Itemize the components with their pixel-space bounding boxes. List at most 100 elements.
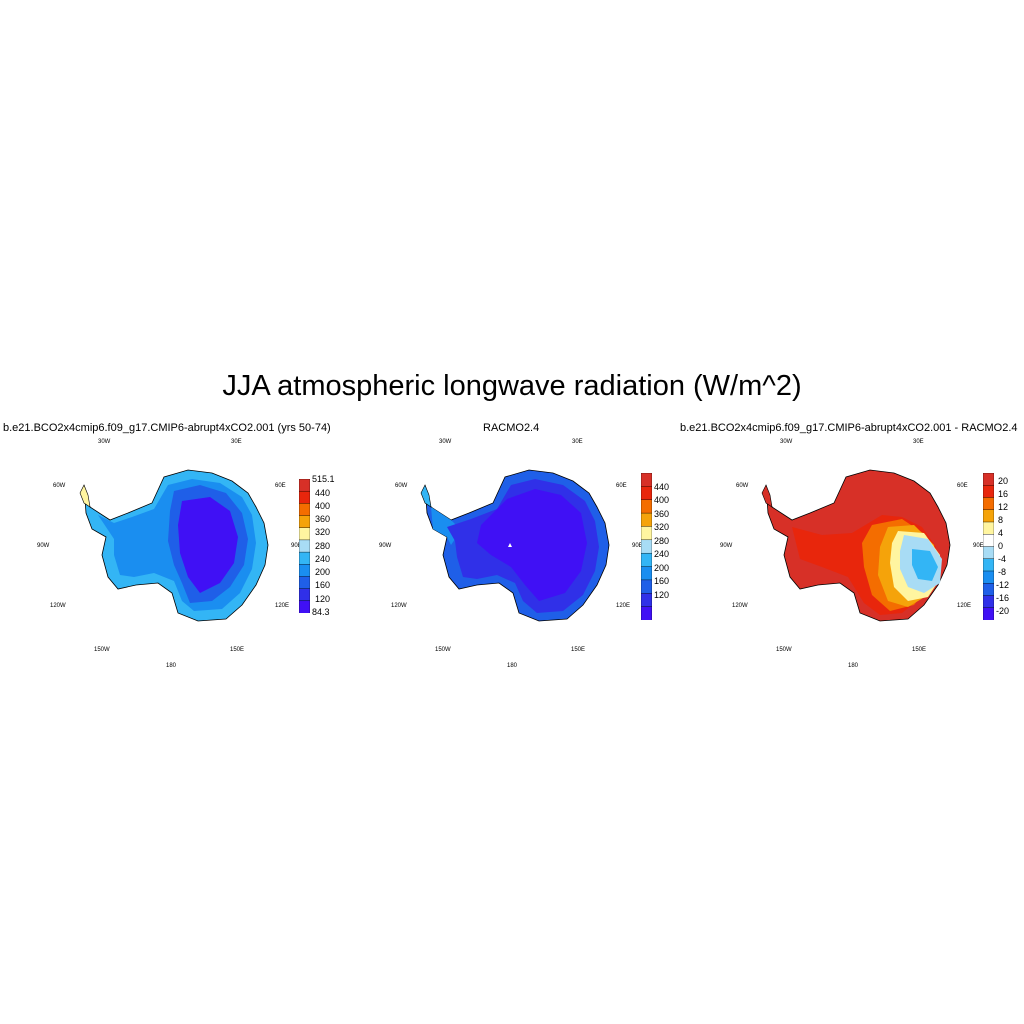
lon-label: 180 <box>848 663 859 669</box>
lon-label: 60E <box>275 483 286 489</box>
colorbar-swatch <box>641 473 652 488</box>
colorbar-swatch <box>983 583 994 597</box>
lon-label: 120E <box>275 603 290 609</box>
colorbar-label: 320 <box>654 522 670 532</box>
colorbar-label: 16 <box>998 489 1009 499</box>
colorbar-swatch <box>983 607 994 620</box>
colorbar-label: 400 <box>315 501 331 511</box>
colorbar-label: 400 <box>654 495 670 505</box>
panel-3-colorbar <box>983 473 994 620</box>
diff-cooler <box>912 549 938 581</box>
panel-2-title: RACMO2.4 <box>483 422 540 434</box>
colorbar-swatch <box>299 588 310 602</box>
colorbar-swatch <box>983 521 994 535</box>
colorbar-swatch <box>983 570 994 584</box>
lon-label: 120W <box>732 603 748 609</box>
lon-label: 30E <box>572 439 583 445</box>
colorbar-label: 4 <box>998 528 1004 538</box>
antarctica-plateau <box>477 489 587 601</box>
colorbar-label: 440 <box>654 482 670 492</box>
colorbar-label: 320 <box>315 527 331 537</box>
lon-label: 150E <box>230 647 245 653</box>
colorbar-swatch <box>983 546 994 560</box>
lon-label: 150W <box>435 647 451 653</box>
lon-label: 60W <box>395 483 408 489</box>
panel-2-map <box>420 469 610 622</box>
lon-label: 120E <box>616 603 631 609</box>
peninsula <box>761 484 773 508</box>
lon-label: 150W <box>94 647 110 653</box>
colorbar-swatch <box>983 558 994 572</box>
colorbar-label: 8 <box>998 515 1004 525</box>
colorbar-swatch <box>641 593 652 608</box>
colorbar-label: -12 <box>996 580 1010 590</box>
lon-label: 180 <box>166 663 177 669</box>
lon-label: 120W <box>391 603 407 609</box>
colorbar-label: 440 <box>315 488 331 498</box>
colorbar-swatch <box>299 564 310 578</box>
peninsula <box>79 484 91 508</box>
lon-label: 150E <box>571 647 586 653</box>
lon-label: 60E <box>616 483 627 489</box>
lon-label: 180 <box>507 663 518 669</box>
colorbar-swatch <box>299 576 310 590</box>
colorbar-label: 12 <box>998 502 1009 512</box>
colorbar-label: 120 <box>315 594 331 604</box>
colorbar-swatch <box>983 485 994 499</box>
colorbar-label: 84.3 <box>312 607 330 617</box>
colorbar-label: -20 <box>996 606 1010 616</box>
lon-label: 90E <box>291 543 302 549</box>
colorbar-label: 120 <box>654 590 670 600</box>
colorbar-swatch <box>983 509 994 523</box>
lon-label: 90E <box>632 543 643 549</box>
colorbar-swatch <box>641 486 652 501</box>
lon-label: 60W <box>53 483 66 489</box>
panel-3-map <box>761 469 951 622</box>
panel-3-title: b.e21.BCO2x4cmip6.f09_g17.CMIP6-abrupt4x… <box>680 422 1018 434</box>
colorbar-swatch <box>299 490 310 505</box>
lon-label: 90W <box>720 543 733 549</box>
colorbar-label: -8 <box>998 567 1007 577</box>
colorbar-swatch <box>983 595 994 609</box>
colorbar-label: 280 <box>654 536 670 546</box>
lon-label: 60W <box>736 483 749 489</box>
colorbar-swatch <box>641 512 652 528</box>
colorbar-swatch <box>641 566 652 581</box>
figure-title: JJA atmospheric longwave radiation (W/m^… <box>222 370 802 402</box>
colorbar-label: 240 <box>315 554 331 564</box>
colorbar-label: 360 <box>315 514 331 524</box>
colorbar-label: 280 <box>315 541 331 551</box>
colorbar-swatch <box>983 534 994 548</box>
colorbar-swatch <box>299 551 310 565</box>
panel-1-colorbar <box>299 479 310 613</box>
lon-label: 120E <box>957 603 972 609</box>
antarctica-plateau <box>178 497 238 593</box>
lon-label: 30E <box>913 439 924 445</box>
panel-1-map <box>79 469 269 622</box>
lon-label: 30E <box>231 439 242 445</box>
lon-label: 30W <box>98 439 111 445</box>
colorbar-label: -4 <box>998 554 1007 564</box>
lon-label: 150W <box>776 647 792 653</box>
lon-label: 90W <box>37 543 50 549</box>
colorbar-label: 200 <box>315 567 331 577</box>
panel-1-title: b.e21.BCO2x4cmip6.f09_g17.CMIP6-abrupt4x… <box>3 422 331 434</box>
lon-label: 90E <box>973 543 984 549</box>
colorbar-swatch <box>983 497 994 511</box>
peninsula <box>420 484 432 508</box>
colorbar-swatch <box>641 606 652 620</box>
lon-label: 30W <box>439 439 452 445</box>
panel-2-colorbar <box>641 473 652 620</box>
colorbar-swatch <box>641 526 652 541</box>
lon-label: 30W <box>780 439 793 445</box>
south-pole-marker <box>508 543 512 547</box>
colorbar-swatch <box>641 552 652 568</box>
lon-label: 120W <box>50 603 66 609</box>
colorbar-label: -16 <box>996 593 1010 603</box>
colorbar-swatch <box>299 503 310 517</box>
colorbar-label: 240 <box>654 549 670 559</box>
colorbar-label: 200 <box>654 563 670 573</box>
lon-label: 150E <box>912 647 927 653</box>
colorbar-swatch <box>299 539 310 553</box>
colorbar-label: 360 <box>654 509 670 519</box>
